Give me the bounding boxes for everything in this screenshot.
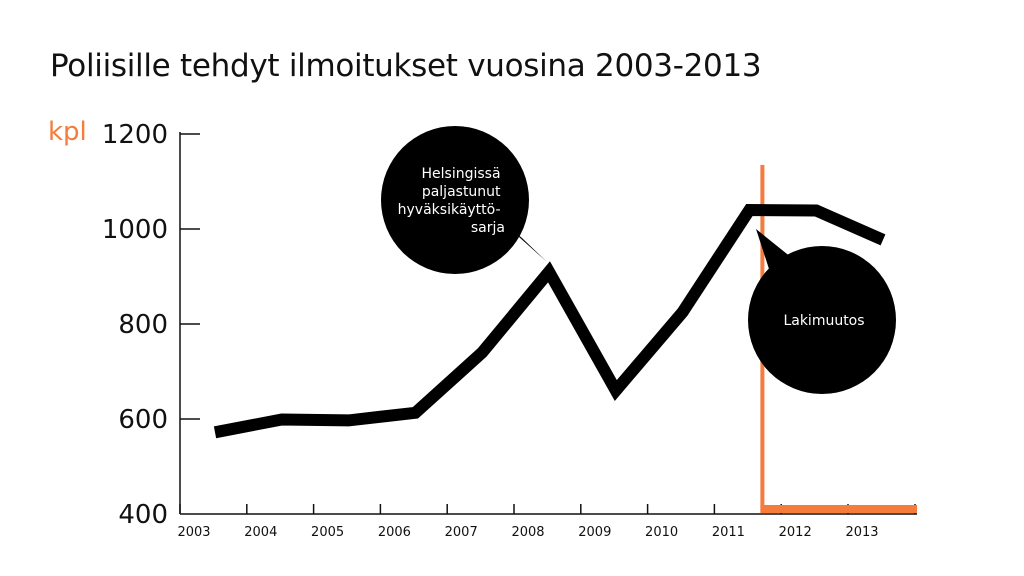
- y-tick-label: 1000: [102, 215, 168, 245]
- annotation-line: Lakimuutos: [783, 313, 864, 329]
- y-tick-label: 800: [118, 310, 168, 340]
- x-tick-label: 2013: [845, 525, 878, 540]
- annotation-bubble-helsinki-text: Helsingissä paljastunut hyväksikäyttö- s…: [398, 166, 505, 236]
- chart-title: Poliisille tehdyt ilmoitukset vuosina 20…: [50, 48, 762, 84]
- x-tick-label: 2012: [779, 525, 812, 540]
- x-tick-label: 2011: [712, 525, 745, 540]
- x-tick-label: 2009: [578, 525, 611, 540]
- annotation-bubble-law-circle: [748, 246, 896, 394]
- annotation-bubble-law-text: Lakimuutos: [783, 313, 864, 329]
- annotation-line: paljastunut: [422, 184, 501, 200]
- x-tick-label: 2010: [645, 525, 678, 540]
- x-ticks: 2003 2004 2005 2006 2007 2008 2009 2010 2011 2012…: [177, 504, 916, 540]
- y-tick-label: 600: [118, 405, 168, 435]
- y-ticks: 400 600 800 1000 1200: [102, 120, 200, 530]
- annotation-line: sarja: [471, 220, 505, 236]
- x-tick-label: 2003: [177, 525, 210, 540]
- y-tick-label: 400: [118, 500, 168, 530]
- y-tick-label: 1200: [102, 120, 168, 150]
- x-tick-label: 2005: [311, 525, 344, 540]
- annotation-line: hyväksikäyttö-: [398, 202, 501, 218]
- x-tick-label: 2008: [511, 525, 544, 540]
- annotation-bubble-law: Lakimuutos: [748, 229, 896, 394]
- x-tick-label: 2007: [445, 525, 478, 540]
- annotation-line: Helsingissä: [422, 166, 501, 182]
- x-tick-label: 2006: [378, 525, 411, 540]
- annotation-bubble-helsinki: Helsingissä paljastunut hyväksikäyttö- s…: [381, 126, 547, 274]
- y-unit-label: kpl: [48, 117, 87, 147]
- axes: [179, 132, 917, 515]
- x-tick-label: 2004: [244, 525, 277, 540]
- law-change-period-bar: [760, 505, 917, 513]
- series-line: [213, 203, 886, 439]
- annotation-bubble-helsinki-circle: [381, 126, 529, 274]
